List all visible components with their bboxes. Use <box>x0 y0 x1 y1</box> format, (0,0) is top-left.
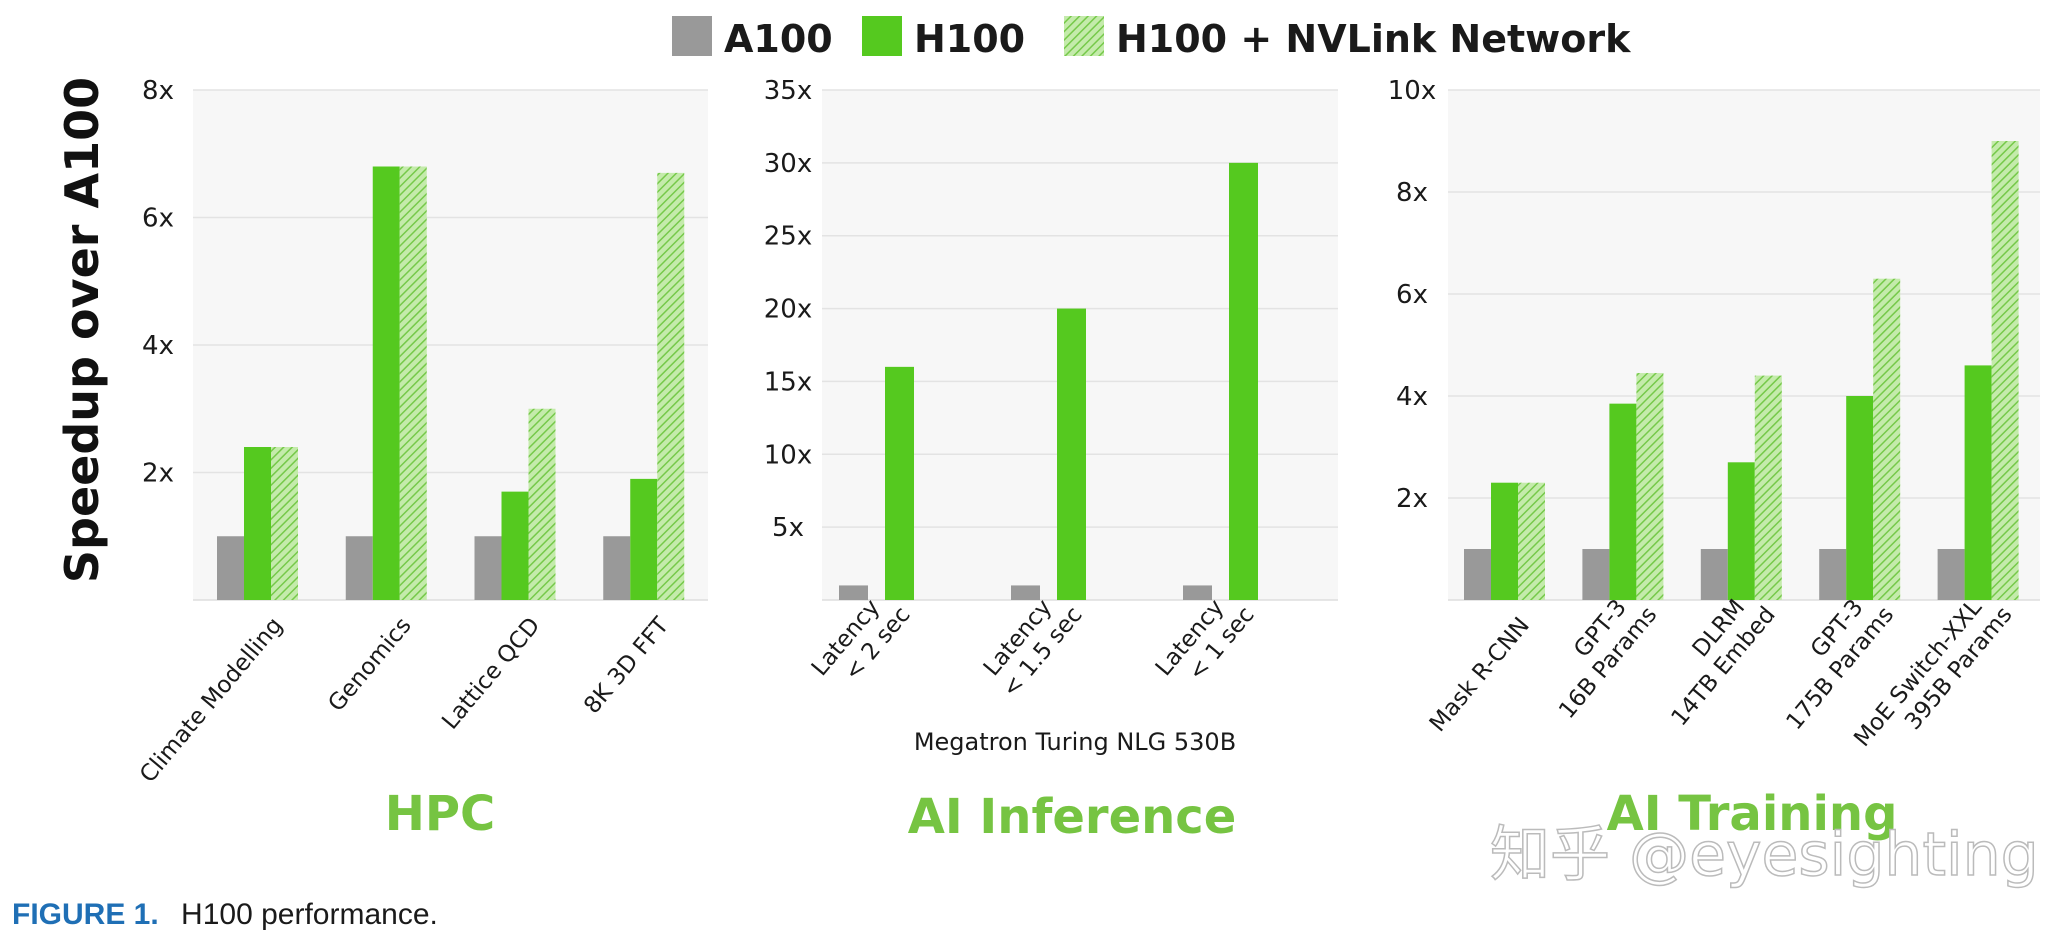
x-tick-label: Latency< 1.5 sec <box>979 595 1088 703</box>
bar-a100 <box>1582 549 1610 600</box>
legend-swatch-2 <box>1064 16 1104 56</box>
y-tick-label: 30x <box>764 149 812 179</box>
x-tick-label: Genomics <box>323 613 416 717</box>
bar-h100 <box>1609 403 1637 600</box>
bar-h100 <box>372 166 400 600</box>
x-tick-label-line: Mask R-CNN <box>1425 613 1535 737</box>
x-tick-label-line: Climate Modelling <box>135 613 288 788</box>
panel-0: 2x 4x 6x 8x Climate Modelling Genomics Lattice… <box>135 76 708 842</box>
panel-title: AI Inference <box>908 789 1237 845</box>
chart-figure: A100 H100 H100 + NVLink Network 2x 4x 6x 8x Cl… <box>55 16 2040 890</box>
x-tick-label: Lattice QCD <box>437 613 545 735</box>
y-tick-label: 35x <box>764 76 812 106</box>
bar-a100 <box>603 536 631 600</box>
x-tick-label: Latency< 1 sec <box>1151 595 1260 686</box>
bar-a100 <box>1183 585 1212 600</box>
bar-h100-nvlink-network <box>1754 375 1782 600</box>
x-tick-label-line: Lattice QCD <box>437 613 545 735</box>
y-tick-label: 25x <box>764 222 812 252</box>
y-tick-label: 6x <box>1396 280 1428 310</box>
figure-caption: FIGURE 1. H100 performance. <box>12 898 438 932</box>
bar-a100 <box>217 536 244 600</box>
panel-title: AI Training <box>1607 786 1898 842</box>
panel-1: 5x 10x 15x 20x 25x 30x 35x Latency< 2 sec Latenc… <box>764 76 1338 845</box>
bar-h100 <box>1846 396 1874 600</box>
figure-label: FIGURE 1. <box>12 898 159 931</box>
bar-h100-nvlink-network <box>271 447 298 600</box>
bar-h100 <box>1964 365 1992 600</box>
legend-label-1: H100 <box>914 17 1025 61</box>
bar-a100 <box>1700 549 1728 600</box>
bar-h100-nvlink-network <box>657 172 685 600</box>
bar-a100 <box>345 536 373 600</box>
panel-subtitle: Megatron Turing NLG 530B <box>914 728 1236 756</box>
bar-h100 <box>244 447 271 600</box>
y-tick-label: 4x <box>142 331 174 361</box>
bar-h100 <box>1057 308 1086 600</box>
panel-title: HPC <box>385 786 496 842</box>
bar-a100 <box>1464 549 1491 600</box>
bar-h100 <box>1727 462 1755 600</box>
chart-panels: 2x 4x 6x 8x Climate Modelling Genomics Lattice… <box>135 76 2040 845</box>
y-tick-label: 8x <box>142 76 174 106</box>
figure-caption-text: H100 performance. <box>181 898 438 931</box>
x-tick-label-line: Genomics <box>323 613 416 717</box>
bar-h100-nvlink-network <box>528 408 556 600</box>
bar-h100-nvlink-network <box>1636 373 1664 600</box>
bar-h100 <box>885 366 914 600</box>
y-tick-label: 6x <box>142 204 174 234</box>
legend-label-2: H100 + NVLink Network <box>1116 17 1631 61</box>
y-tick-label: 4x <box>1396 382 1428 412</box>
x-tick-label: 8K 3D FFT <box>579 612 675 719</box>
bar-h100-nvlink-network <box>1873 278 1901 600</box>
bar-h100-nvlink-network <box>1991 141 2019 600</box>
bar-a100 <box>1937 549 1965 600</box>
legend-swatch-1 <box>862 16 902 56</box>
x-tick-label: Climate Modelling <box>135 613 288 788</box>
bar-a100 <box>839 585 868 600</box>
legend: A100 H100 H100 + NVLink Network <box>672 16 1631 61</box>
y-tick-label: 2x <box>142 459 174 489</box>
legend-label-0: A100 <box>724 17 833 61</box>
watermark-text: 知乎 @eyesighting <box>1490 820 2039 890</box>
y-tick-label: 15x <box>764 367 812 397</box>
bar-h100 <box>630 478 658 600</box>
y-tick-label: 2x <box>1396 484 1428 514</box>
bar-a100 <box>1819 549 1847 600</box>
y-tick-label: 10x <box>764 440 812 470</box>
bar-h100 <box>1229 162 1258 600</box>
bar-h100 <box>501 491 529 600</box>
y-tick-label: 10x <box>1388 76 1436 106</box>
x-tick-label: Mask R-CNN <box>1425 613 1535 737</box>
bar-h100 <box>1491 482 1518 600</box>
bar-h100-nvlink-network <box>1518 482 1545 600</box>
y-tick-label: 5x <box>772 513 804 543</box>
x-tick-label-line: 8K 3D FFT <box>579 612 675 719</box>
x-tick-label: Latency< 2 sec <box>807 595 916 686</box>
y-tick-label: 20x <box>764 295 812 325</box>
bar-h100-nvlink-network <box>399 166 427 600</box>
legend-swatch-0 <box>672 16 712 56</box>
y-axis-title: Speedup over A100 <box>55 77 109 583</box>
y-tick-label: 8x <box>1396 178 1428 208</box>
bar-a100 <box>474 536 502 600</box>
bar-a100 <box>1011 585 1040 600</box>
